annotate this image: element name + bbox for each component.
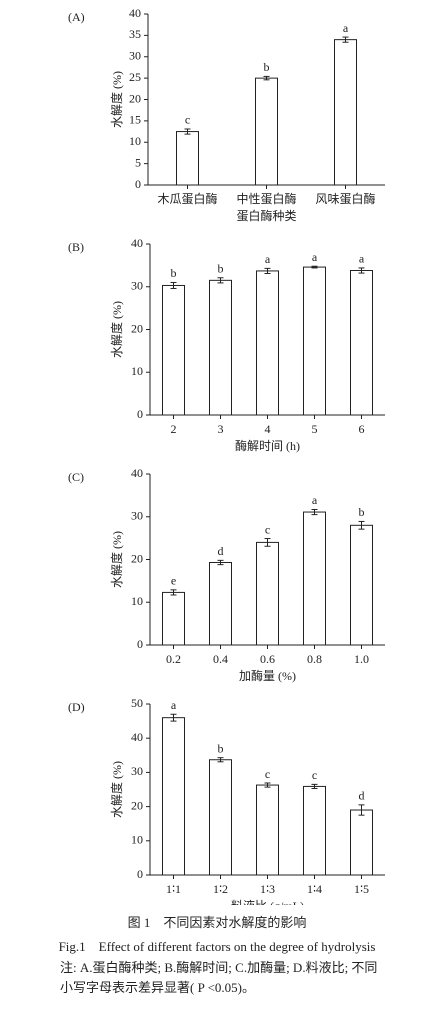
- significance-letter: a: [265, 252, 271, 266]
- bar: [334, 39, 357, 186]
- y-tick-label: 30: [131, 764, 143, 778]
- bar: [303, 785, 326, 876]
- caption-en: Fig.1 Effect of different factors on the…: [58, 939, 376, 954]
- panel-label: (C): [68, 470, 84, 484]
- x-tick-label: 5: [312, 422, 318, 436]
- y-axis-label: 水解度 (%): [109, 71, 124, 128]
- x-tick-label: 4: [265, 422, 271, 436]
- y-tick-label: 15: [129, 113, 141, 127]
- significance-letter: b: [359, 505, 365, 519]
- y-tick-label: 40: [131, 236, 143, 250]
- x-tick-label: 风味蛋白酶: [315, 191, 375, 206]
- bar: [209, 279, 232, 416]
- y-tick-label: 40: [131, 466, 143, 480]
- significance-letter: b: [264, 60, 270, 74]
- significance-letter: b: [171, 266, 177, 280]
- bar: [209, 759, 232, 876]
- bar: [162, 717, 185, 876]
- bar: [256, 541, 279, 646]
- y-tick-label: 40: [129, 6, 141, 20]
- y-tick-label: 0: [135, 177, 141, 191]
- bar: [350, 270, 373, 416]
- y-tick-label: 35: [129, 27, 141, 41]
- x-tick-label: 1.0: [354, 652, 369, 666]
- x-axis-label: 酶解时间 (h): [235, 438, 300, 453]
- significance-letter: b: [218, 262, 224, 276]
- note: 注: A.蛋白酶种类; B.酶解时间; C.加酶量; D.料液比; 不同小写字母…: [60, 960, 378, 995]
- x-axis-label: 加酶量 (%): [239, 668, 296, 683]
- significance-letter: c: [265, 767, 270, 781]
- bar: [209, 561, 232, 646]
- bar: [256, 784, 279, 876]
- panel-label: (D): [68, 700, 85, 714]
- significance-letter: c: [185, 113, 190, 127]
- y-tick-label: 20: [131, 798, 143, 812]
- significance-letter: a: [171, 698, 177, 712]
- y-axis-label: 水解度 (%): [109, 761, 124, 818]
- significance-letter: a: [312, 493, 318, 507]
- significance-letter: e: [171, 574, 176, 588]
- y-tick-label: 20: [131, 321, 143, 335]
- bar: [303, 511, 326, 646]
- y-tick-label: 0: [137, 637, 143, 651]
- y-tick-label: 30: [129, 49, 141, 63]
- significance-letter: a: [359, 252, 365, 266]
- panel-label: (B): [68, 240, 84, 254]
- y-tick-label: 0: [137, 867, 143, 881]
- x-tick-label: 1∶2: [213, 882, 228, 896]
- significance-letter: b: [218, 741, 224, 755]
- significance-letter: c: [265, 522, 270, 536]
- panel-label: (A): [68, 10, 85, 24]
- y-axis-label: 水解度 (%): [109, 531, 124, 588]
- y-tick-label: 20: [129, 91, 141, 105]
- y-axis-label: 水解度 (%): [109, 301, 124, 358]
- significance-letter: c: [312, 768, 317, 782]
- bar: [350, 809, 373, 876]
- x-tick-label: 木瓜蛋白酶: [157, 191, 217, 206]
- y-tick-label: 5: [135, 155, 141, 169]
- x-tick-label: 0.6: [260, 652, 275, 666]
- y-tick-label: 10: [131, 833, 143, 847]
- bar: [303, 266, 326, 416]
- y-tick-label: 30: [131, 509, 143, 523]
- y-tick-label: 50: [131, 696, 143, 710]
- bar: [162, 284, 185, 416]
- x-tick-label: 1∶1: [166, 882, 181, 896]
- significance-letter: a: [343, 21, 349, 35]
- x-tick-label: 1∶3: [260, 882, 275, 896]
- y-tick-label: 40: [131, 730, 143, 744]
- x-tick-label: 2: [171, 422, 177, 436]
- x-tick-label: 0.2: [166, 652, 181, 666]
- x-tick-label: 6: [359, 422, 365, 436]
- bar: [256, 270, 279, 416]
- bar: [162, 591, 185, 646]
- x-tick-label: 1∶5: [354, 882, 369, 896]
- bar: [350, 524, 373, 646]
- caption-cn: 图 1 不同因素对水解度的影响: [127, 915, 307, 930]
- charts: (A)水解度 (%)0510152025303540木瓜蛋白酶c中性蛋白酶b风味…: [68, 6, 385, 913]
- x-tick-label: 3: [218, 422, 224, 436]
- x-tick-label: 0.8: [307, 652, 322, 666]
- x-tick-label: 1∶4: [307, 882, 322, 896]
- bar: [176, 131, 199, 186]
- y-tick-label: 0: [137, 407, 143, 421]
- y-tick-label: 30: [131, 279, 143, 293]
- y-tick-label: 10: [131, 364, 143, 378]
- significance-letter: d: [359, 789, 365, 803]
- significance-letter: d: [218, 544, 224, 558]
- y-tick-label: 10: [131, 594, 143, 608]
- y-tick-label: 20: [131, 551, 143, 565]
- x-tick-label: 中性蛋白酶: [236, 191, 296, 206]
- x-axis-label: 料液比 (g/mL): [231, 898, 304, 905]
- x-tick-label: 0.4: [213, 652, 228, 666]
- y-tick-label: 10: [129, 134, 141, 148]
- significance-letter: a: [312, 250, 318, 264]
- x-axis-label: 蛋白酶种类: [236, 208, 296, 223]
- y-tick-label: 25: [129, 70, 141, 84]
- bar: [255, 77, 278, 186]
